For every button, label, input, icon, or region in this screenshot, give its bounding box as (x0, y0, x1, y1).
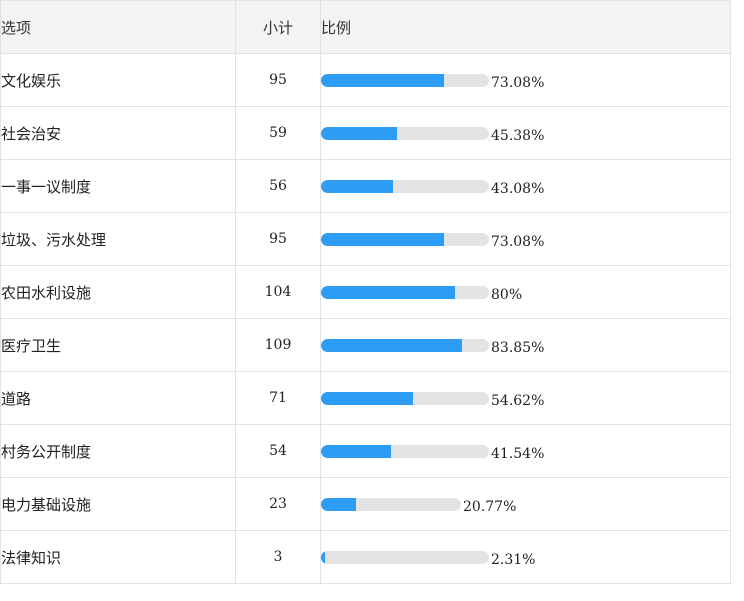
table-row: 文化娱乐 95 73.08% (0, 53, 731, 107)
table-row: 电力基础设施 23 20.77% (0, 477, 731, 531)
option-label: 法律知识 (0, 530, 236, 584)
option-ratio-cell: 2.31% (320, 530, 731, 584)
ratio-wrap: 54.62% (321, 372, 730, 424)
option-count: 59 (235, 106, 321, 160)
ratio-wrap: 83.85% (321, 319, 730, 371)
progress-bar-fill (321, 338, 462, 352)
progress-bar-fill (321, 126, 397, 140)
progress-bar-track (321, 73, 489, 87)
option-ratio-cell: 73.08% (320, 212, 731, 266)
ratio-wrap: 43.08% (321, 160, 730, 212)
percent-text: 83.85% (491, 340, 545, 356)
percent-text: 20.77% (463, 499, 517, 515)
table-row: 道路 71 54.62% (0, 371, 731, 425)
progress-bar-fill (321, 550, 325, 564)
percent-text: 41.54% (491, 446, 545, 462)
option-label: 电力基础设施 (0, 477, 236, 531)
option-ratio-cell: 43.08% (320, 159, 731, 213)
percent-text: 43.08% (491, 181, 545, 197)
ratio-wrap: 80% (321, 266, 730, 318)
progress-bar-track (321, 444, 489, 458)
progress-bar-fill (321, 391, 413, 405)
progress-bar-fill (321, 285, 455, 299)
progress-bar-fill (321, 444, 391, 458)
option-label: 农田水利设施 (0, 265, 236, 319)
option-ratio-cell: 80% (320, 265, 731, 319)
option-label: 社会治安 (0, 106, 236, 160)
ratio-wrap: 2.31% (321, 531, 730, 583)
table-row: 农田水利设施 104 80% (0, 265, 731, 319)
progress-bar-track (321, 285, 489, 299)
progress-bar-track (321, 391, 489, 405)
ratio-wrap: 20.77% (321, 478, 730, 530)
header-count: 小计 (235, 0, 321, 54)
progress-bar-track (321, 179, 489, 193)
survey-result-table: 选项 小计 比例 文化娱乐 95 73.08% 社会治安 59 45.38% 一事一议制度 5… (0, 0, 731, 584)
percent-text: 2.31% (491, 552, 536, 568)
option-ratio-cell: 73.08% (320, 53, 731, 107)
option-ratio-cell: 54.62% (320, 371, 731, 425)
ratio-wrap: 45.38% (321, 107, 730, 159)
table-row: 社会治安 59 45.38% (0, 106, 731, 160)
option-ratio-cell: 41.54% (320, 424, 731, 478)
option-count: 54 (235, 424, 321, 478)
option-ratio-cell: 20.77% (320, 477, 731, 531)
option-ratio-cell: 83.85% (320, 318, 731, 372)
option-count: 95 (235, 53, 321, 107)
progress-bar-track (321, 497, 461, 511)
table-row: 法律知识 3 2.31% (0, 530, 731, 584)
ratio-wrap: 73.08% (321, 54, 730, 106)
percent-text: 73.08% (491, 234, 545, 250)
header-option: 选项 (0, 0, 236, 54)
table-row: 一事一议制度 56 43.08% (0, 159, 731, 213)
progress-bar-track (321, 126, 489, 140)
header-ratio: 比例 (320, 0, 731, 54)
percent-text: 80% (491, 287, 523, 303)
progress-bar-fill (321, 73, 444, 87)
option-count: 71 (235, 371, 321, 425)
option-count: 109 (235, 318, 321, 372)
progress-bar-track (321, 550, 489, 564)
option-label: 文化娱乐 (0, 53, 236, 107)
option-count: 56 (235, 159, 321, 213)
ratio-wrap: 73.08% (321, 213, 730, 265)
option-label: 垃圾、污水处理 (0, 212, 236, 266)
option-count: 23 (235, 477, 321, 531)
percent-text: 54.62% (491, 393, 545, 409)
table-row: 村务公开制度 54 41.54% (0, 424, 731, 478)
progress-bar-fill (321, 232, 444, 246)
progress-bar-fill (321, 497, 356, 511)
progress-bar-fill (321, 179, 393, 193)
progress-bar-track (321, 232, 489, 246)
option-label: 村务公开制度 (0, 424, 236, 478)
option-label: 医疗卫生 (0, 318, 236, 372)
table-row: 垃圾、污水处理 95 73.08% (0, 212, 731, 266)
percent-text: 73.08% (491, 75, 545, 91)
option-ratio-cell: 45.38% (320, 106, 731, 160)
progress-bar-track (321, 338, 489, 352)
option-label: 一事一议制度 (0, 159, 236, 213)
option-label: 道路 (0, 371, 236, 425)
percent-text: 45.38% (491, 128, 545, 144)
option-count: 95 (235, 212, 321, 266)
table-row: 医疗卫生 109 83.85% (0, 318, 731, 372)
table-header-row: 选项 小计 比例 (0, 0, 731, 54)
table-body: 文化娱乐 95 73.08% 社会治安 59 45.38% 一事一议制度 56 43.08% 垃圾… (0, 53, 731, 584)
ratio-wrap: 41.54% (321, 425, 730, 477)
option-count: 3 (235, 530, 321, 584)
option-count: 104 (235, 265, 321, 319)
